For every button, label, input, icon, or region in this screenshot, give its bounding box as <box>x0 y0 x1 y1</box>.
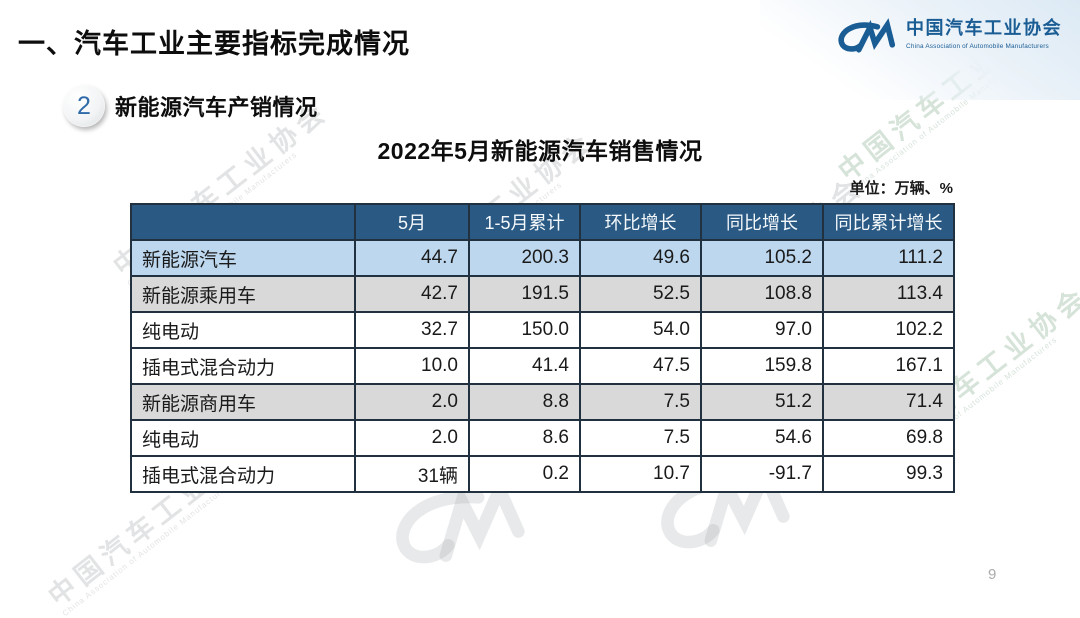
value-cell: 191.5 <box>468 275 581 313</box>
value-cell: 31辆 <box>354 455 470 493</box>
table-body: 新能源汽车 44.7 200.3 49.6 105.2 111.2 新能源乘用车 42.7 19… <box>130 239 955 493</box>
value-cell: 32.7 <box>354 311 470 349</box>
value-cell: 105.2 <box>700 239 824 277</box>
row-label: 纯电动 <box>130 311 356 349</box>
table-row: 纯电动 2.0 8.6 7.5 54.6 69.8 <box>130 419 955 457</box>
value-cell: 52.5 <box>579 275 702 313</box>
value-cell: 159.8 <box>700 347 824 385</box>
value-cell: 54.6 <box>700 419 824 457</box>
value-cell: 51.2 <box>700 383 824 421</box>
value-cell: 111.2 <box>822 239 955 277</box>
value-cell: 54.0 <box>579 311 702 349</box>
column-header: 同比增长 <box>700 203 824 241</box>
column-header: 1-5月累计 <box>468 203 581 241</box>
value-cell: 41.4 <box>468 347 581 385</box>
corner-gradient <box>760 0 1080 100</box>
value-cell: 2.0 <box>354 383 470 421</box>
value-cell: 44.7 <box>354 239 470 277</box>
value-cell: 10.0 <box>354 347 470 385</box>
value-cell: 2.0 <box>354 419 470 457</box>
table-row: 新能源商用车 2.0 8.8 7.5 51.2 71.4 <box>130 383 955 421</box>
value-cell: 71.4 <box>822 383 955 421</box>
header-row: 5月 1-5月累计 环比增长 同比增长 同比累计增长 <box>130 203 955 241</box>
value-cell: 10.7 <box>579 455 702 493</box>
corner-header-cell <box>130 203 356 241</box>
row-label: 新能源商用车 <box>130 383 356 421</box>
table-row: 纯电动 32.7 150.0 54.0 97.0 102.2 <box>130 311 955 349</box>
value-cell: 97.0 <box>700 311 824 349</box>
value-cell: 150.0 <box>468 311 581 349</box>
row-label: 新能源乘用车 <box>130 275 356 313</box>
column-header: 环比增长 <box>579 203 702 241</box>
value-cell: 49.6 <box>579 239 702 277</box>
value-cell: 69.8 <box>822 419 955 457</box>
table-row: 插电式混合动力 31辆 0.2 10.7 -91.7 99.3 <box>130 455 955 493</box>
value-cell: 0.2 <box>468 455 581 493</box>
row-label: 新能源汽车 <box>130 239 356 277</box>
page-number: 9 <box>988 566 997 583</box>
value-cell: 113.4 <box>822 275 955 313</box>
table-header: 5月 1-5月累计 环比增长 同比增长 同比累计增长 <box>130 203 955 241</box>
row-label: 纯电动 <box>130 419 356 457</box>
table-title: 2022年5月新能源汽车销售情况 <box>377 138 703 164</box>
unit-note: 单位：万辆、% <box>849 180 953 197</box>
row-label: 插电式混合动力 <box>130 347 356 385</box>
cm-logo-icon <box>834 18 896 58</box>
section-number-badge: 2 <box>63 85 105 127</box>
table-row: 新能源乘用车 42.7 191.5 52.5 108.8 113.4 <box>130 275 955 313</box>
value-cell: 47.5 <box>579 347 702 385</box>
column-header: 5月 <box>354 203 470 241</box>
value-cell: 8.8 <box>468 383 581 421</box>
subsection-header: 2 新能源汽车产销情况 <box>63 85 318 127</box>
value-cell: 7.5 <box>579 419 702 457</box>
value-cell: 108.8 <box>700 275 824 313</box>
logo-org-name-en: China Association of Automobile Manufact… <box>906 43 1049 50</box>
value-cell: 7.5 <box>579 383 702 421</box>
value-cell: 167.1 <box>822 347 955 385</box>
subsection-title: 新能源汽车产销情况 <box>115 95 318 120</box>
row-label: 插电式混合动力 <box>130 455 356 493</box>
logo-org-name-cn: 中国汽车工业协会 <box>906 18 1062 38</box>
value-cell: 8.6 <box>468 419 581 457</box>
value-cell: 42.7 <box>354 275 470 313</box>
table-row: 新能源汽车 44.7 200.3 49.6 105.2 111.2 <box>130 239 955 277</box>
slide-section-title: 一、汽车工业主要指标完成情况 <box>18 29 410 59</box>
table-row: 插电式混合动力 10.0 41.4 47.5 159.8 167.1 <box>130 347 955 385</box>
value-cell: 99.3 <box>822 455 955 493</box>
caam-logo: 中国汽车工业协会 China Association of Automobile… <box>834 14 1062 58</box>
column-header: 同比累计增长 <box>822 203 955 241</box>
value-cell: -91.7 <box>700 455 824 493</box>
value-cell: 200.3 <box>468 239 581 277</box>
value-cell: 102.2 <box>822 311 955 349</box>
sales-table: 5月 1-5月累计 环比增长 同比增长 同比累计增长 新能源汽车 44.7 200.3 49.… <box>130 203 955 493</box>
